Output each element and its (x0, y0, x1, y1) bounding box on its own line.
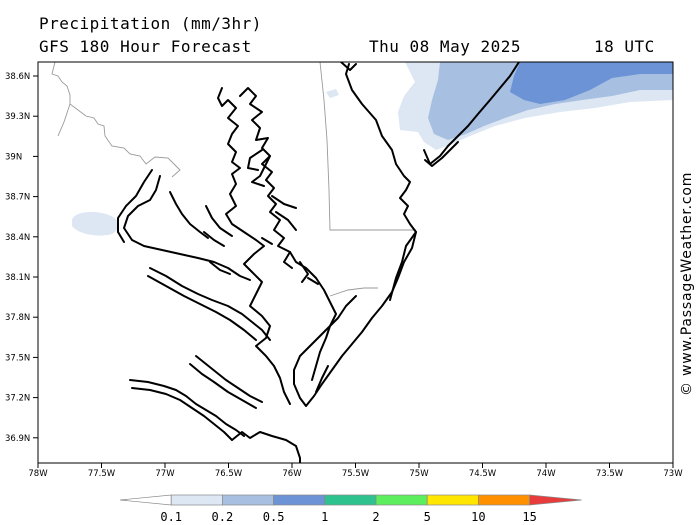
map-frame (37, 61, 674, 464)
legend-swatch (170, 494, 223, 506)
lat-tick-label: 39.3N (5, 112, 30, 122)
lon-tick-label: 75.5W (342, 469, 370, 479)
map-area (51, 62, 673, 463)
legend-label: 2 (372, 510, 379, 524)
state-borders (51, 62, 416, 297)
precip-layer (72, 62, 673, 236)
legend-swatch (119, 494, 172, 506)
lon-tick-label: 74W (536, 469, 556, 479)
longitude-axis: 78W 77.5W 77W 76.5W 76W 75.5W 75W 74.5W 74W 73.5W… (28, 463, 683, 479)
lon-tick-label: 78W (28, 469, 48, 479)
lat-tick-label: 37.5N (5, 353, 30, 363)
coastlines (117, 62, 520, 463)
chart-title: Precipitation (mm/3hr) (39, 14, 262, 33)
lon-tick-label: 76W (282, 469, 302, 479)
legend-swatch (222, 494, 274, 506)
lat-tick-label: 38.7N (5, 193, 30, 203)
legend-swatch (529, 494, 582, 506)
precip-heavy-area (510, 62, 673, 104)
lon-tick-label: 73.5W (596, 469, 624, 479)
legend-swatch (478, 494, 530, 506)
legend-label: 0.1 (160, 510, 182, 524)
legend-swatch (324, 494, 377, 506)
lat-tick-label: 37.8N (5, 313, 30, 323)
lat-tick-label: 38.4N (5, 233, 30, 243)
lon-tick-label: 77W (155, 469, 175, 479)
legend-swatch (426, 494, 479, 506)
lon-tick-label: 77.5W (88, 469, 116, 479)
legend-label: 0.2 (212, 510, 234, 524)
precip-legend: 0.1 0.2 0.5 1 2 5 10 15 (119, 494, 582, 524)
lat-tick-label: 39N (5, 152, 22, 162)
forecast-subtitle: GFS 180 Hour Forecast (39, 37, 252, 56)
legend-swatch (273, 494, 326, 506)
lat-tick-label: 38.1N (5, 273, 30, 283)
legend-label: 10 (471, 510, 485, 524)
legend-label: 0.5 (263, 510, 285, 524)
forecast-date: Thu 08 May 2025 (369, 37, 521, 56)
legend-label: 1 (321, 510, 328, 524)
lat-tick-label: 38.6N (5, 72, 30, 82)
lon-tick-label: 73W (663, 469, 683, 479)
lon-tick-label: 76.5W (215, 469, 243, 479)
precip-speck (326, 89, 339, 98)
forecast-time: 18 UTC (594, 37, 655, 56)
lat-tick-label: 36.9N (5, 434, 30, 444)
precip-small-area (72, 212, 119, 236)
latitude-axis: 38.6N 39.3N 39N 38.7N 38.4N 38.1N 37.8N 37.5N 37… (5, 72, 38, 444)
lat-tick-label: 37.2N (5, 394, 30, 404)
lon-tick-label: 75W (409, 469, 429, 479)
legend-label: 5 (424, 510, 431, 524)
credit-watermark: © www.PassageWeather.com (679, 171, 695, 396)
lon-tick-label: 74.5W (469, 469, 497, 479)
legend-label: 15 (522, 510, 536, 524)
legend-swatch (375, 494, 428, 506)
